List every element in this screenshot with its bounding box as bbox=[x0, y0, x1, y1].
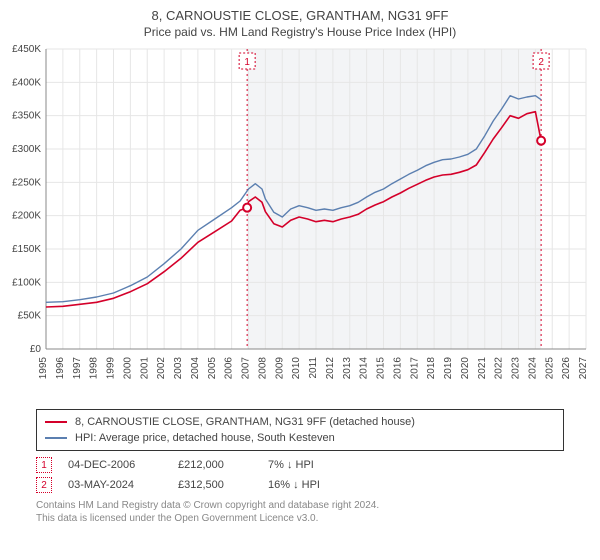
marker-pct-1: 7% ↓ HPI bbox=[268, 459, 388, 471]
svg-text:£400K: £400K bbox=[12, 77, 41, 88]
page-title: 8, CARNOUSTIE CLOSE, GRANTHAM, NG31 9FF bbox=[0, 0, 600, 23]
legend-label-property: 8, CARNOUSTIE CLOSE, GRANTHAM, NG31 9FF … bbox=[75, 414, 415, 430]
svg-text:2026: 2026 bbox=[561, 357, 572, 380]
footer: Contains HM Land Registry data © Crown c… bbox=[36, 499, 564, 525]
svg-text:2010: 2010 bbox=[291, 357, 302, 380]
svg-text:1998: 1998 bbox=[89, 357, 100, 380]
legend-item-property: 8, CARNOUSTIE CLOSE, GRANTHAM, NG31 9FF … bbox=[45, 414, 555, 430]
svg-text:£250K: £250K bbox=[12, 177, 41, 188]
marker-date-2: 03-MAY-2024 bbox=[68, 479, 178, 491]
svg-text:2020: 2020 bbox=[460, 357, 471, 380]
footer-line-2: This data is licensed under the Open Gov… bbox=[36, 512, 564, 525]
svg-text:£200K: £200K bbox=[12, 211, 41, 222]
svg-text:2025: 2025 bbox=[544, 357, 555, 380]
svg-text:2017: 2017 bbox=[409, 357, 420, 380]
svg-text:2019: 2019 bbox=[443, 357, 454, 380]
svg-text:2: 2 bbox=[538, 57, 544, 68]
svg-text:2018: 2018 bbox=[426, 357, 437, 380]
marker-date-1: 04-DEC-2006 bbox=[68, 459, 178, 471]
svg-text:£0: £0 bbox=[30, 344, 42, 355]
marker-box-1: 1 bbox=[36, 457, 52, 473]
svg-text:2021: 2021 bbox=[477, 357, 488, 380]
marker-table: 1 04-DEC-2006 £212,000 7% ↓ HPI 2 03-MAY… bbox=[36, 455, 564, 495]
legend: 8, CARNOUSTIE CLOSE, GRANTHAM, NG31 9FF … bbox=[36, 409, 564, 451]
chart-svg: £0 £50K £100K £150K £200K £250K £300K £350K £400… bbox=[0, 43, 600, 403]
container: 8, CARNOUSTIE CLOSE, GRANTHAM, NG31 9FF … bbox=[0, 0, 600, 525]
svg-text:2004: 2004 bbox=[190, 357, 201, 380]
svg-text:2022: 2022 bbox=[494, 357, 505, 380]
svg-text:£350K: £350K bbox=[12, 111, 41, 122]
svg-text:1996: 1996 bbox=[55, 357, 66, 380]
svg-text:2000: 2000 bbox=[122, 357, 133, 380]
marker-pct-2: 16% ↓ HPI bbox=[268, 479, 388, 491]
svg-text:2012: 2012 bbox=[325, 357, 336, 380]
legend-swatch-hpi bbox=[45, 437, 67, 439]
marker-price-1: £212,000 bbox=[178, 459, 268, 471]
svg-text:£50K: £50K bbox=[18, 311, 42, 322]
svg-text:2011: 2011 bbox=[308, 357, 319, 379]
svg-text:2003: 2003 bbox=[173, 357, 184, 380]
svg-text:1999: 1999 bbox=[106, 357, 117, 380]
svg-text:2006: 2006 bbox=[224, 357, 235, 380]
svg-text:2005: 2005 bbox=[207, 357, 218, 380]
legend-label-hpi: HPI: Average price, detached house, Sout… bbox=[75, 430, 335, 446]
legend-item-hpi: HPI: Average price, detached house, Sout… bbox=[45, 430, 555, 446]
svg-text:1995: 1995 bbox=[38, 357, 49, 380]
svg-text:2013: 2013 bbox=[342, 357, 353, 380]
svg-text:2023: 2023 bbox=[511, 357, 522, 380]
svg-text:£150K: £150K bbox=[12, 244, 41, 255]
footer-line-1: Contains HM Land Registry data © Crown c… bbox=[36, 499, 564, 512]
marker-row-1: 1 04-DEC-2006 £212,000 7% ↓ HPI bbox=[36, 455, 564, 475]
marker-price-2: £312,500 bbox=[178, 479, 268, 491]
svg-text:2008: 2008 bbox=[257, 357, 268, 380]
marker-row-2: 2 03-MAY-2024 £312,500 16% ↓ HPI bbox=[36, 475, 564, 495]
svg-text:2016: 2016 bbox=[392, 357, 403, 380]
svg-text:2015: 2015 bbox=[376, 357, 387, 380]
svg-text:2027: 2027 bbox=[578, 357, 589, 380]
svg-text:£100K: £100K bbox=[12, 277, 41, 288]
svg-text:£300K: £300K bbox=[12, 144, 41, 155]
svg-text:2009: 2009 bbox=[274, 357, 285, 380]
svg-text:1: 1 bbox=[244, 57, 250, 68]
svg-text:2007: 2007 bbox=[241, 357, 252, 380]
svg-text:2024: 2024 bbox=[527, 357, 538, 380]
svg-text:£450K: £450K bbox=[12, 44, 41, 55]
legend-swatch-property bbox=[45, 421, 67, 423]
price-chart: £0 £50K £100K £150K £200K £250K £300K £350K £400… bbox=[0, 43, 600, 403]
svg-text:2001: 2001 bbox=[139, 357, 150, 380]
marker-box-2: 2 bbox=[36, 477, 52, 493]
svg-text:2002: 2002 bbox=[156, 357, 167, 380]
page-subtitle: Price paid vs. HM Land Registry's House … bbox=[0, 23, 600, 43]
svg-text:1997: 1997 bbox=[72, 357, 83, 380]
svg-text:2014: 2014 bbox=[359, 357, 370, 380]
